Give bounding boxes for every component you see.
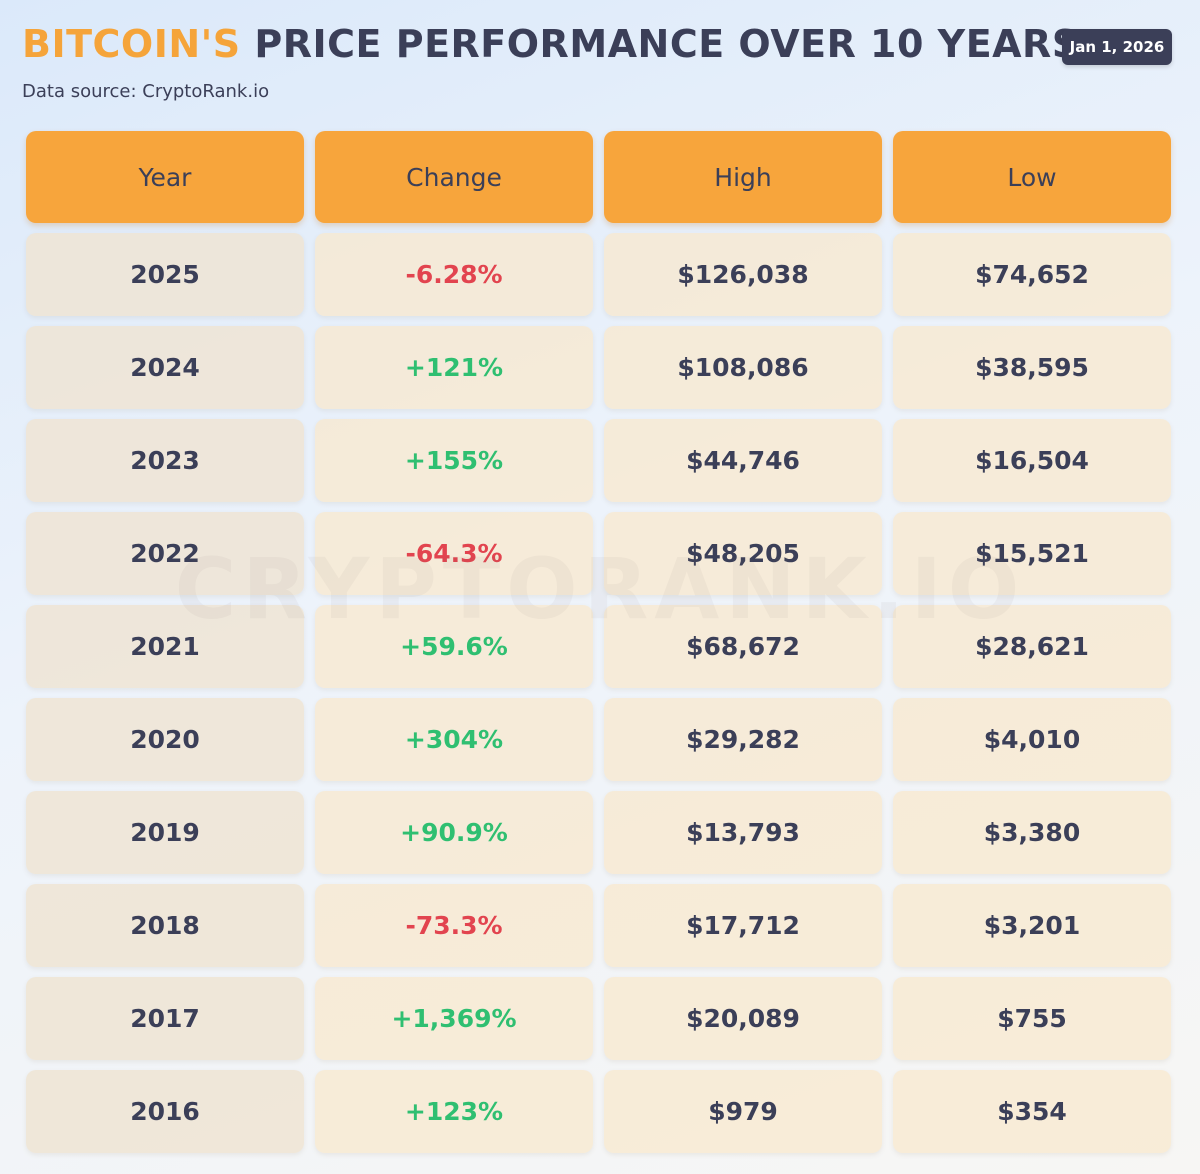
cell-change: +155% <box>315 419 593 502</box>
cell-high: $979 <box>604 1070 882 1153</box>
cell-year: 2022 <box>26 512 304 595</box>
table-row: 2022 -64.3% $48,205 $15,521 <box>26 512 1172 595</box>
price-table: Year Change High Low 2025 -6.28% $126,038 $… <box>26 131 1172 1163</box>
cell-change: +1,369% <box>315 977 593 1060</box>
cell-change: +304% <box>315 698 593 781</box>
cell-year: 2021 <box>26 605 304 688</box>
table-row: 2020 +304% $29,282 $4,010 <box>26 698 1172 781</box>
cell-year: 2018 <box>26 884 304 967</box>
cell-year: 2017 <box>26 977 304 1060</box>
cell-low: $755 <box>893 977 1171 1060</box>
cell-low: $3,380 <box>893 791 1171 874</box>
cell-low: $16,504 <box>893 419 1171 502</box>
table-row: 2021 +59.6% $68,672 $28,621 <box>26 605 1172 688</box>
cell-change: +59.6% <box>315 605 593 688</box>
cell-change: +123% <box>315 1070 593 1153</box>
cell-high: $29,282 <box>604 698 882 781</box>
table-body: 2025 -6.28% $126,038 $74,652 2024 +121% $108,0… <box>26 233 1172 1153</box>
cell-high: $108,086 <box>604 326 882 409</box>
column-header-change: Change <box>315 131 593 223</box>
cell-low: $28,621 <box>893 605 1171 688</box>
cell-low: $354 <box>893 1070 1171 1153</box>
column-header-low: Low <box>893 131 1171 223</box>
cell-high: $20,089 <box>604 977 882 1060</box>
cell-year: 2023 <box>26 419 304 502</box>
cell-low: $38,595 <box>893 326 1171 409</box>
table-row: 2017 +1,369% $20,089 $755 <box>26 977 1172 1060</box>
table-row: 2019 +90.9% $13,793 $3,380 <box>26 791 1172 874</box>
cell-year: 2019 <box>26 791 304 874</box>
date-badge: Jan 1, 2026 <box>1062 29 1172 65</box>
table-row: 2025 -6.28% $126,038 $74,652 <box>26 233 1172 316</box>
cell-high: $68,672 <box>604 605 882 688</box>
table-row: 2023 +155% $44,746 $16,504 <box>26 419 1172 502</box>
cell-low: $15,521 <box>893 512 1171 595</box>
data-source: Data source: CryptoRank.io <box>22 81 270 102</box>
table-row: 2016 +123% $979 $354 <box>26 1070 1172 1153</box>
column-header-year: Year <box>26 131 304 223</box>
table-row: 2018 -73.3% $17,712 $3,201 <box>26 884 1172 967</box>
cell-year: 2016 <box>26 1070 304 1153</box>
cell-high: $44,746 <box>604 419 882 502</box>
cell-change: -6.28% <box>315 233 593 316</box>
cell-high: $48,205 <box>604 512 882 595</box>
cell-year: 2024 <box>26 326 304 409</box>
cell-change: -64.3% <box>315 512 593 595</box>
cell-high: $13,793 <box>604 791 882 874</box>
cell-change: +121% <box>315 326 593 409</box>
page-title: BITCOIN'S PRICE PERFORMANCE OVER 10 YEAR… <box>22 22 1080 66</box>
cell-low: $74,652 <box>893 233 1171 316</box>
table-row: 2024 +121% $108,086 $38,595 <box>26 326 1172 409</box>
cell-high: $126,038 <box>604 233 882 316</box>
title-accent: BITCOIN'S <box>22 22 241 66</box>
cell-year: 2025 <box>26 233 304 316</box>
title-rest: PRICE PERFORMANCE OVER 10 YEARS <box>240 22 1080 66</box>
cell-change: +90.9% <box>315 791 593 874</box>
column-header-high: High <box>604 131 882 223</box>
cell-low: $4,010 <box>893 698 1171 781</box>
cell-year: 2020 <box>26 698 304 781</box>
cell-change: -73.3% <box>315 884 593 967</box>
table-header-row: Year Change High Low <box>26 131 1172 223</box>
cell-low: $3,201 <box>893 884 1171 967</box>
cell-high: $17,712 <box>604 884 882 967</box>
